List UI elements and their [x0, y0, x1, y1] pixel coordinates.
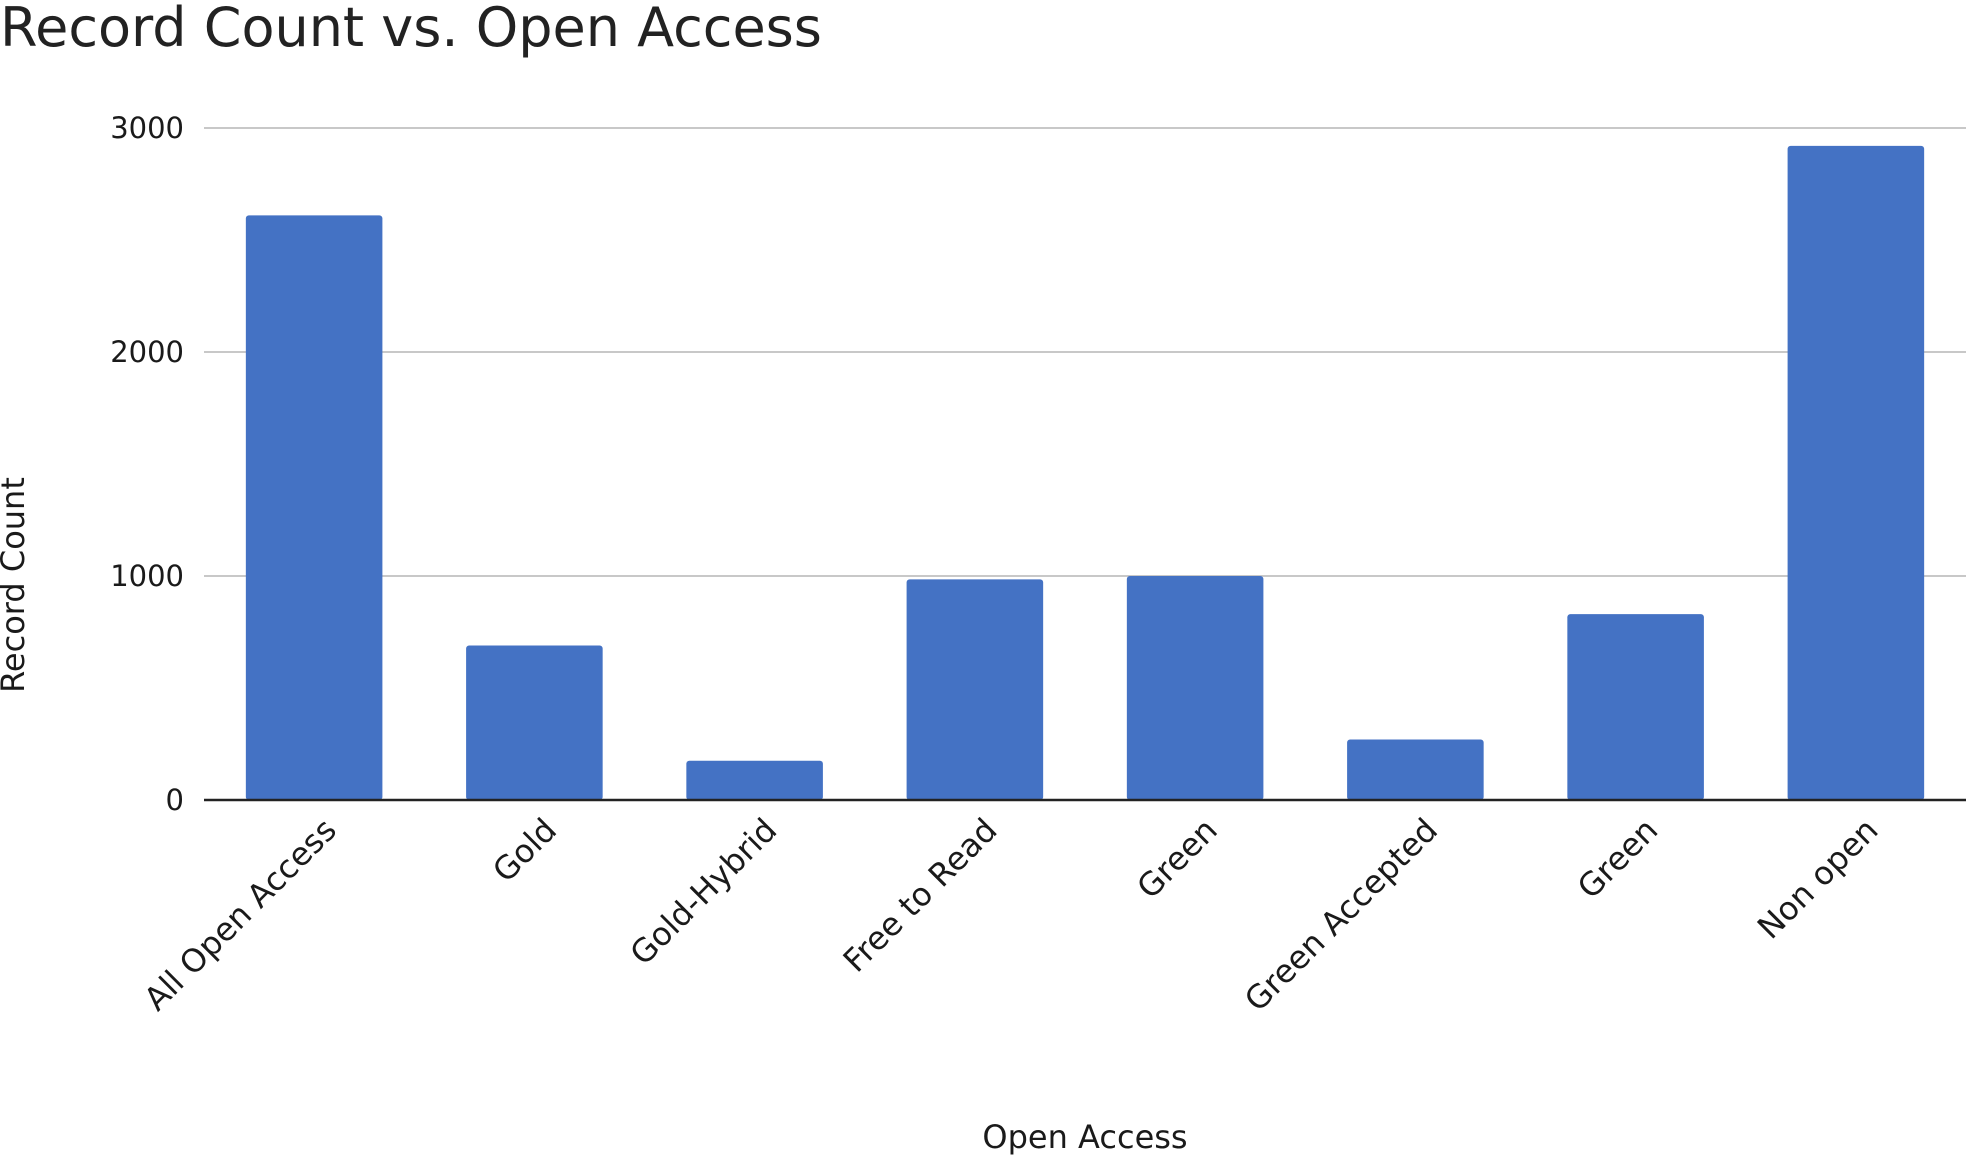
y-tick-label: 2000: [110, 335, 184, 369]
bar: [1126, 576, 1264, 800]
bar: [906, 579, 1044, 800]
y-tick-label: 0: [166, 783, 184, 817]
x-category-label: Gold-Hybrid: [622, 811, 784, 973]
chart-title: Record Count vs. Open Access: [0, 0, 822, 59]
y-tick-label: 1000: [110, 559, 184, 593]
bar: [1347, 739, 1484, 800]
bar: [1567, 614, 1704, 800]
bar: [686, 760, 823, 800]
y-axis-ticks: 0 1000 2000 3000: [110, 111, 184, 817]
bars: [245, 145, 1925, 801]
x-category-label: Green: [1129, 811, 1224, 906]
bar: [245, 215, 383, 801]
y-tick-label: 3000: [110, 111, 184, 145]
x-axis-categories: All Open Access Gold Gold-Hybrid Free to Re…: [137, 811, 1886, 1019]
x-category-label: Gold: [485, 811, 564, 890]
x-axis-title: Open Access: [982, 1118, 1187, 1156]
x-category-label: Non open: [1750, 811, 1886, 947]
y-axis-title: Record Count: [0, 477, 32, 693]
x-category-label: Green Accepted: [1237, 811, 1445, 1019]
bar: [1787, 145, 1925, 801]
bar: [466, 645, 603, 800]
gridlines: [204, 127, 1966, 577]
x-category-label: All Open Access: [137, 811, 344, 1018]
x-category-label: Green: [1570, 811, 1665, 906]
x-category-label: Free to Read: [836, 811, 1005, 980]
